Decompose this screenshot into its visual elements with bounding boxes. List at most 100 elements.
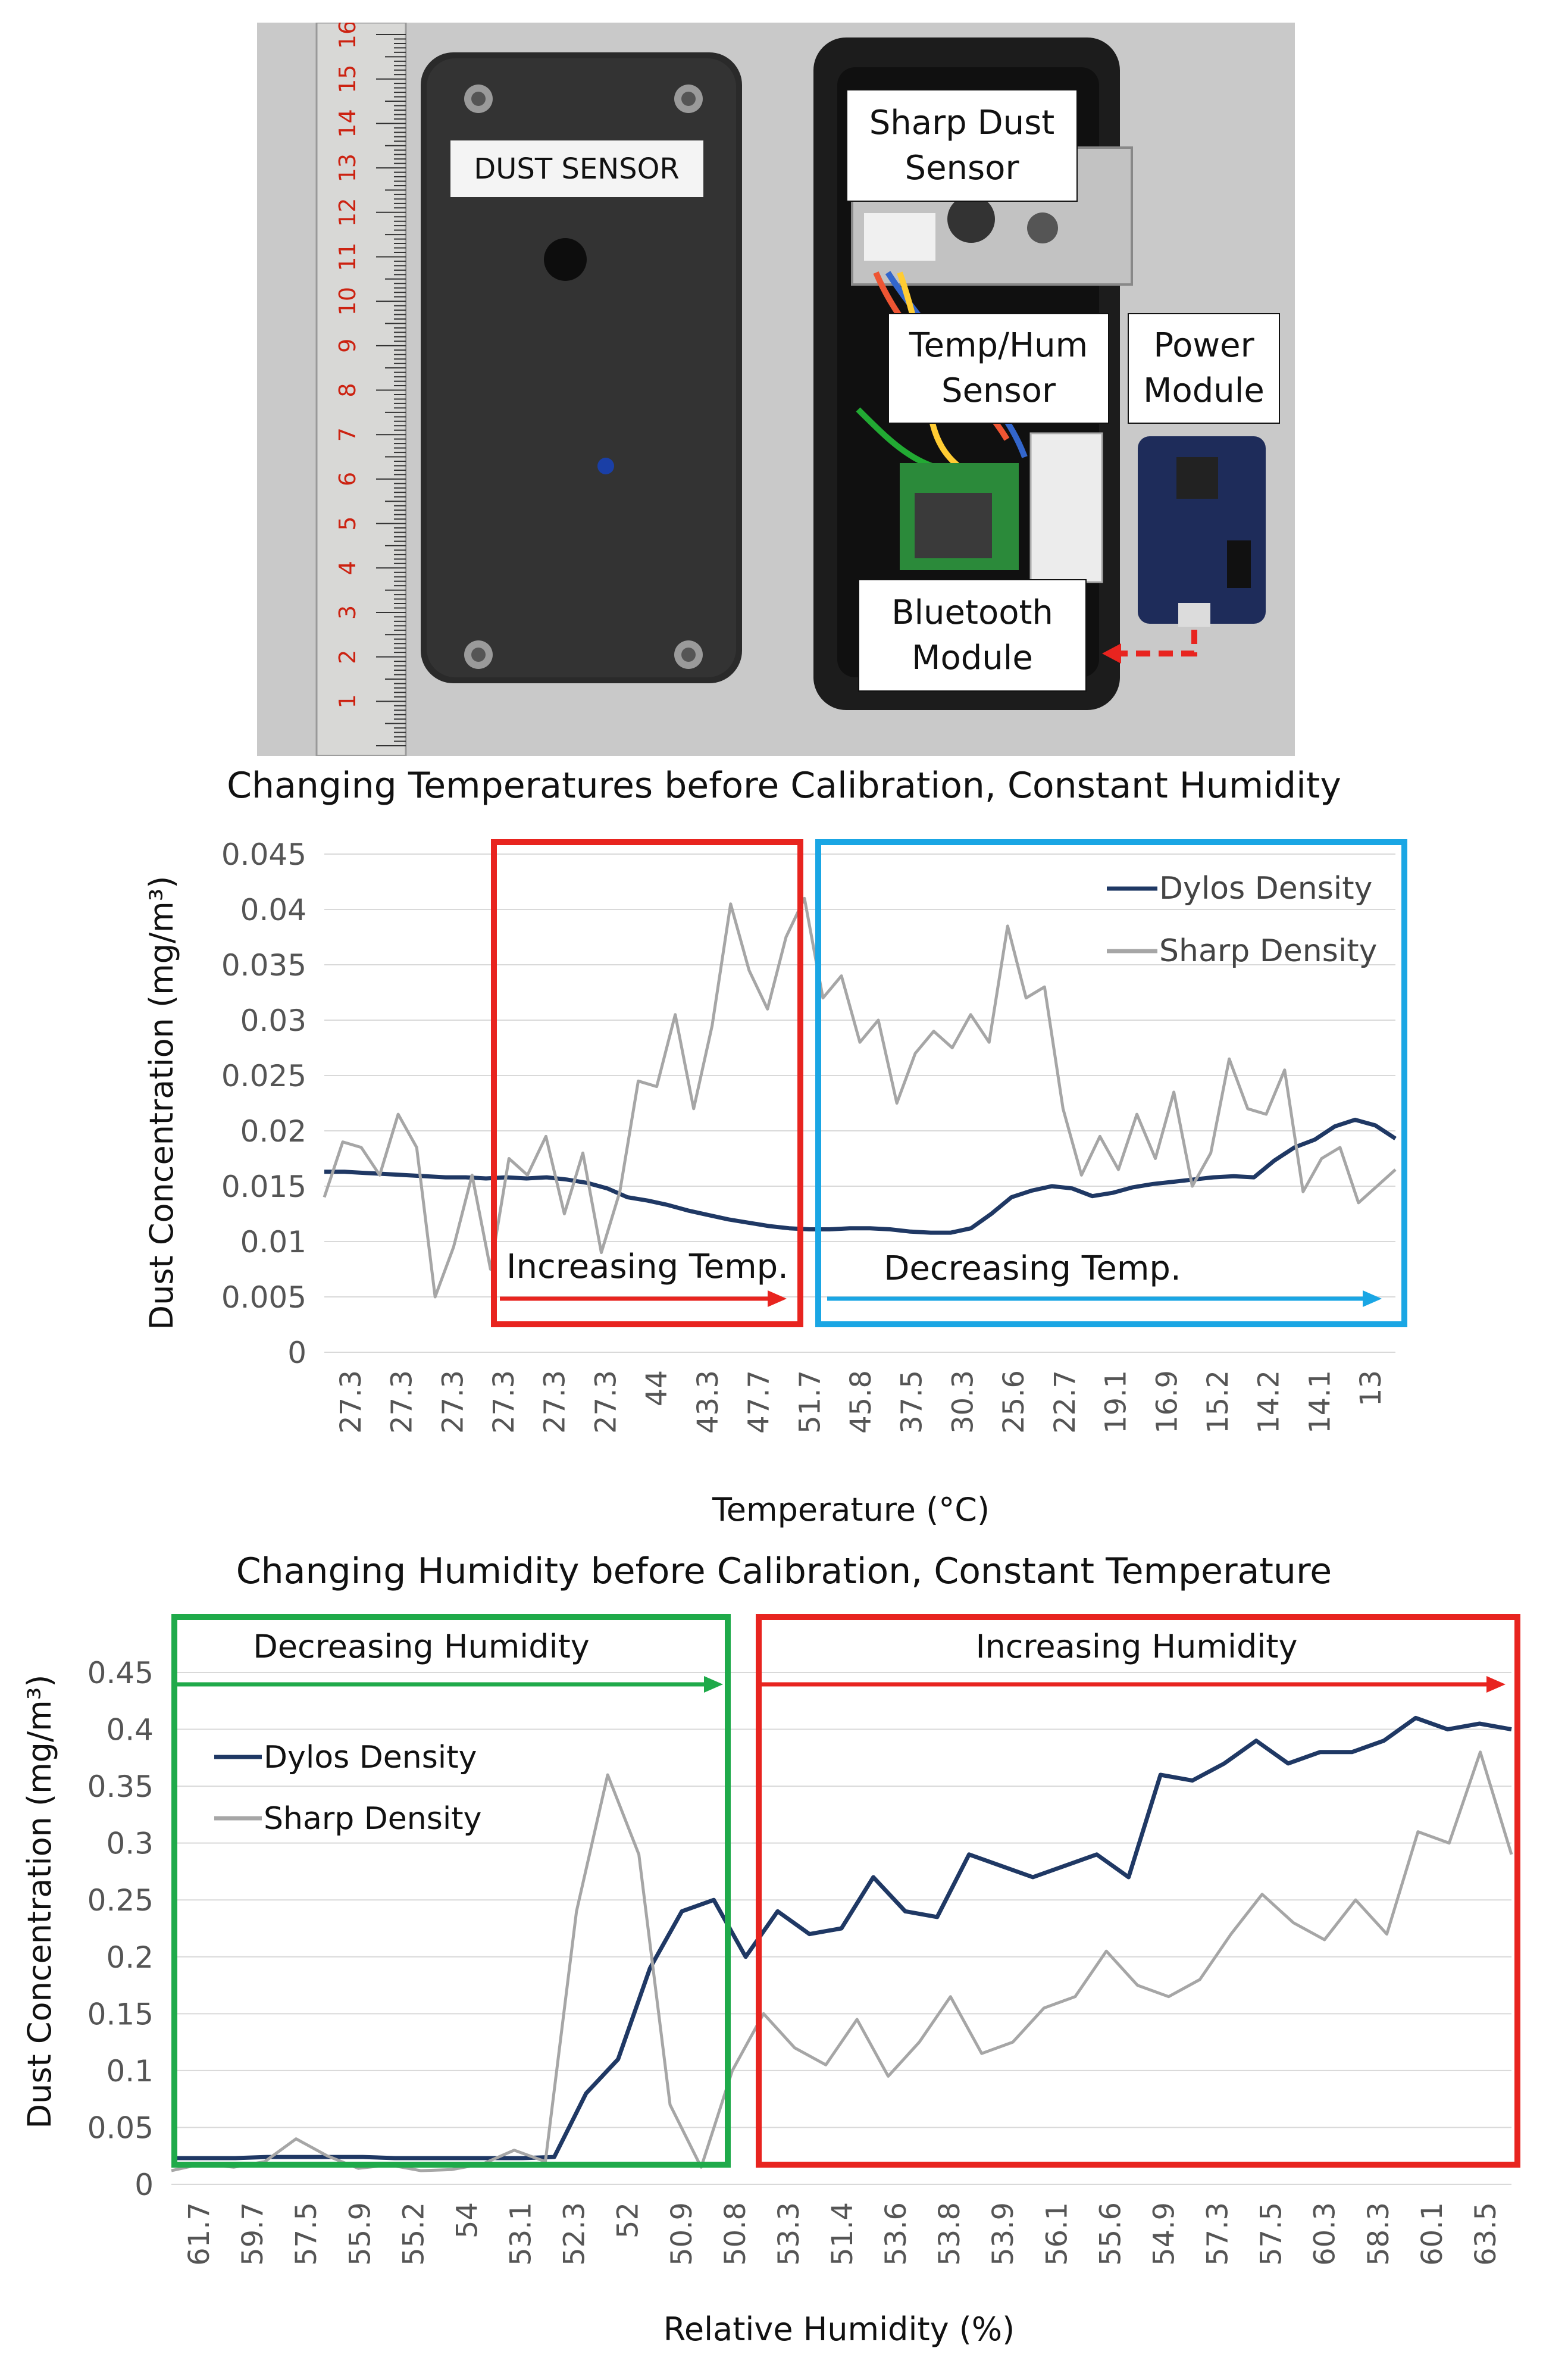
- x-tick-label: 53.3: [772, 2202, 806, 2266]
- chart1-title: Changing Temperatures before Calibration…: [227, 765, 1341, 806]
- chart2-title: Changing Humidity before Calibration, Co…: [236, 1550, 1332, 1592]
- x-tick-label: 52: [612, 2202, 645, 2238]
- x-tick-label: 60.1: [1416, 2202, 1449, 2266]
- x-tick-label: 55.6: [1094, 2202, 1127, 2266]
- x-tick-label: 27.3: [487, 1370, 521, 1434]
- ruler-number: 4: [334, 561, 361, 575]
- chart1-y-axis-label: Dust Concentration (mg/m³): [143, 876, 180, 1330]
- y-tick-label: 0.35: [87, 1769, 154, 1804]
- y-tick-label: 0.015: [221, 1170, 306, 1204]
- y-tick-label: 0.3: [106, 1827, 154, 1861]
- chart1-x-axis-label: Temperature (°C): [712, 1491, 990, 1528]
- ruler-number: 8: [334, 383, 361, 397]
- ruler-number: 10: [334, 287, 361, 315]
- x-tick-label: 57.5: [1255, 2202, 1288, 2266]
- x-tick-label: 27.3: [334, 1370, 368, 1434]
- x-tick-label: 53.8: [933, 2202, 966, 2266]
- x-tick-label: 53.1: [505, 2202, 538, 2266]
- ruler-number: 12: [334, 198, 361, 227]
- x-tick-label: 55.2: [397, 2202, 430, 2266]
- legend-sharp-label: Sharp Density: [264, 1801, 481, 1837]
- x-tick-label: 53.6: [880, 2202, 913, 2266]
- y-tick-label: 0.1: [106, 2054, 154, 2088]
- ruler-number: 11: [334, 242, 361, 271]
- ruler-number: 14: [334, 109, 361, 137]
- y-tick-label: 0: [134, 2168, 154, 2202]
- ruler-number: 2: [334, 650, 361, 664]
- y-tick-label: 0.02: [240, 1114, 306, 1149]
- y-tick-label: 0.45: [87, 1656, 154, 1690]
- y-tick-label: 0.03: [240, 1003, 306, 1038]
- ruler-number: 1: [334, 694, 361, 708]
- x-tick-label: 22.7: [1049, 1370, 1082, 1434]
- x-tick-label: 57.5: [290, 2202, 323, 2266]
- increasing-temp-label: Increasing Temp.: [506, 1247, 788, 1286]
- x-tick-label: 15.2: [1201, 1370, 1235, 1434]
- x-tick-label: 19.1: [1100, 1370, 1133, 1434]
- y-tick-label: 0: [287, 1336, 306, 1370]
- increasing-temp-box: [491, 839, 803, 1327]
- decreasing-humidity-box: [171, 1614, 731, 2168]
- dust-sensor-label: DUST SENSOR: [474, 152, 679, 186]
- increasing-humidity-box: [756, 1614, 1520, 2168]
- x-tick-label: 63.5: [1469, 2202, 1503, 2266]
- callout-bluetooth-module: Bluetooth Module: [858, 579, 1087, 692]
- y-tick-label: 0.035: [221, 948, 306, 983]
- x-tick-label: 25.6: [997, 1370, 1031, 1434]
- x-tick-label: 61.7: [183, 2202, 216, 2266]
- y-tick-label: 0.2: [106, 1940, 154, 1975]
- y-tick-label: 0.4: [106, 1713, 154, 1747]
- x-tick-label: 55.9: [343, 2202, 377, 2266]
- callout-temp-hum-sensor: Temp/Hum Sensor: [888, 313, 1109, 424]
- sensor-case-closed: DUST SENSOR: [421, 52, 742, 683]
- y-tick-label: 0.005: [221, 1280, 306, 1315]
- x-tick-label: 13: [1354, 1370, 1388, 1406]
- ruler-number: 5: [334, 516, 361, 530]
- ruler-number: 6: [334, 472, 361, 486]
- x-tick-label: 45.8: [844, 1370, 878, 1434]
- ruler-number: 9: [334, 339, 361, 353]
- x-tick-label: 60.3: [1309, 2202, 1342, 2266]
- x-tick-label: 51.4: [826, 2202, 859, 2266]
- series-line-dylos-density: [171, 1715, 1512, 2160]
- x-tick-label: 54.9: [1147, 2202, 1181, 2266]
- ruler-number: 7: [334, 427, 361, 442]
- x-tick-label: 14.1: [1303, 1370, 1337, 1434]
- callout-sharp-dust-sensor: Sharp Dust Sensor: [846, 89, 1078, 202]
- y-tick-label: 0.05: [87, 2111, 154, 2145]
- x-tick-label: 58.3: [1362, 2202, 1395, 2266]
- callout-power-module: Power Module: [1128, 313, 1280, 424]
- chart2-humidity: 0 0.05 0.1 0.15 0.2 0.25 0.3 0.35 0.4 0.45 61.7 59…: [21, 1614, 1520, 2348]
- decreasing-temp-label: Decreasing Temp.: [884, 1249, 1181, 1288]
- x-tick-label: 53.9: [987, 2202, 1020, 2266]
- ruler-number: 3: [334, 605, 361, 620]
- y-tick-label: 0.04: [240, 893, 306, 927]
- x-tick-label: 27.3: [386, 1370, 419, 1434]
- x-tick-label: 54: [450, 2202, 484, 2238]
- device-photo: 1 2 3 4 5 6 7 8 9 10 11 12 13 14 15 16 DUST SENSOR: [257, 23, 1295, 756]
- ruler-number: 13: [334, 154, 361, 182]
- power-module-board: [1138, 436, 1266, 627]
- legend-dylos-label: Dylos Density: [264, 1740, 477, 1775]
- x-tick-label: 44: [640, 1370, 674, 1406]
- x-tick-label: 51.7: [793, 1370, 827, 1434]
- y-tick-label: 0.15: [87, 1997, 154, 2031]
- ruler-number: 16: [334, 23, 361, 49]
- x-tick-label: 37.5: [896, 1370, 929, 1434]
- x-tick-label: 16.9: [1150, 1370, 1184, 1434]
- legend-dylos-label: Dylos Density: [1159, 871, 1372, 906]
- x-tick-label: 27.3: [436, 1370, 470, 1434]
- x-tick-label: 30.3: [946, 1370, 979, 1434]
- decreasing-humidity-label: Decreasing Humidity: [253, 1628, 589, 1665]
- y-tick-label: 0.25: [87, 1883, 154, 1918]
- x-tick-label: 56.1: [1040, 2202, 1073, 2266]
- chart1-temperature: 0 0.005 0.01 0.015 0.02 0.025 0.03 0.035 0.04 0.0…: [143, 837, 1407, 1528]
- x-tick-label: 50.8: [719, 2202, 752, 2266]
- chart2-y-axis-label: Dust Concentration (mg/m³): [21, 1675, 58, 2129]
- connection-arrow: [1102, 630, 1197, 664]
- series-line-sharp-density: [323, 896, 1397, 1299]
- series-line-dylos-density: [324, 1117, 1397, 1235]
- x-tick-label: 27.3: [539, 1370, 572, 1434]
- y-tick-label: 0.045: [221, 837, 306, 872]
